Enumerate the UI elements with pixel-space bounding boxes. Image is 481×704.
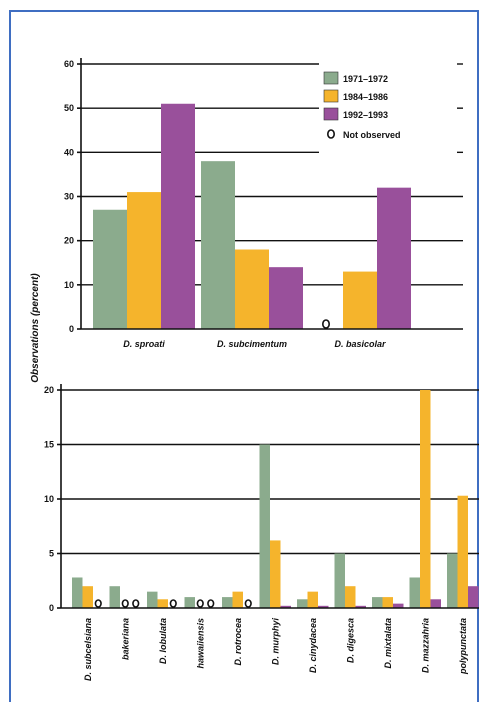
bottom-bar — [393, 603, 404, 608]
bottom-category-label: D. murphyi — [270, 618, 280, 666]
bottom-bar — [222, 597, 233, 608]
top-bar — [235, 249, 269, 329]
top-tick-label: 10 — [64, 280, 74, 290]
top-category-label: D. basicolar — [334, 339, 386, 349]
bottom-not-observed-marker — [207, 599, 215, 608]
legend-not-observed-icon — [326, 129, 335, 139]
legend-label: 1992–1993 — [343, 110, 388, 120]
bottom-bar — [297, 599, 308, 608]
bottom-bar — [82, 586, 93, 608]
bottom-category-label: D. cinydacea — [308, 618, 318, 673]
bottom-not-observed-marker — [244, 599, 252, 608]
bottom-not-observed-marker — [196, 599, 204, 608]
bottom-bar — [447, 553, 458, 608]
bottom-bar — [409, 577, 420, 608]
bottom-bar — [147, 591, 158, 608]
bottom-bar — [184, 597, 195, 608]
bottom-category-label: bakeriana — [120, 618, 130, 660]
legend-swatch — [323, 89, 339, 103]
legend-label: Not observed — [343, 130, 401, 140]
top-tick-label: 0 — [69, 324, 74, 334]
bottom-bar — [345, 586, 356, 608]
bottom-not-observed-marker — [94, 599, 102, 608]
top-tick-label: 20 — [64, 236, 74, 246]
bottom-bar — [334, 553, 345, 608]
bottom-category-label: D. mixtalata — [383, 618, 393, 669]
legend-label: 1971–1972 — [343, 74, 388, 84]
top-bar — [377, 187, 411, 329]
top-bar — [127, 192, 161, 329]
top-bar — [161, 103, 195, 329]
bottom-tick-label: 15 — [44, 440, 54, 450]
bottom-tick-label: 20 — [44, 385, 54, 395]
figure-frame: Observations (percent) 0 10 20 30 40 50 60 D. sp… — [9, 10, 479, 702]
bottom-bar — [307, 591, 318, 608]
bottom-bar — [420, 390, 431, 608]
bottom-category-label: D. rotrocea — [233, 618, 243, 666]
bottom-bar — [318, 605, 329, 608]
top-tick-label: 60 — [64, 59, 74, 69]
bottom-bar — [280, 605, 291, 608]
bottom-tick-label: 0 — [49, 603, 54, 613]
bottom-tick-label: 10 — [44, 494, 54, 504]
bottom-category-label: hawaiiensis — [195, 618, 205, 669]
bottom-category-label: D. lobulata — [158, 618, 168, 664]
bottom-category-label: D. digesca — [345, 618, 355, 663]
legend-swatch — [323, 71, 339, 85]
bottom-tick-label: 5 — [49, 549, 54, 559]
bottom-bar — [232, 591, 243, 608]
bottom-bar — [382, 597, 393, 608]
bottom-bar — [270, 540, 281, 608]
legend-swatch — [323, 107, 339, 121]
bottom-bar — [457, 495, 468, 608]
bottom-category-label: D. mazzahria — [420, 618, 430, 673]
bottom-category-label: polypunctata — [458, 618, 468, 675]
bottom-not-observed-marker — [132, 599, 140, 608]
top-category-label: D. sproati — [123, 339, 165, 349]
top-bar — [93, 209, 127, 329]
bottom-bar — [372, 597, 383, 608]
y-axis-label: Observations (percent) — [30, 273, 41, 383]
bottom-not-observed-marker — [121, 599, 129, 608]
bottom-bar — [430, 599, 441, 608]
bottom-bar — [109, 586, 120, 608]
bottom-bar — [468, 586, 479, 608]
bottom-category-label: D. subcelsiana — [83, 618, 93, 681]
top-tick-label: 30 — [64, 192, 74, 202]
top-bar — [343, 271, 377, 329]
top-bar — [201, 161, 235, 329]
bottom-bar — [157, 599, 168, 608]
top-tick-label: 50 — [64, 103, 74, 113]
bottom-bar — [355, 605, 366, 608]
top-bar — [269, 267, 303, 329]
top-not-observed-marker — [321, 319, 330, 329]
bottom-bar — [72, 577, 83, 608]
bottom-bar — [259, 444, 270, 608]
top-category-label: D. subcimentum — [217, 339, 287, 349]
top-tick-label: 40 — [64, 147, 74, 157]
legend-label: 1984–1986 — [343, 92, 388, 102]
bottom-not-observed-marker — [169, 599, 177, 608]
